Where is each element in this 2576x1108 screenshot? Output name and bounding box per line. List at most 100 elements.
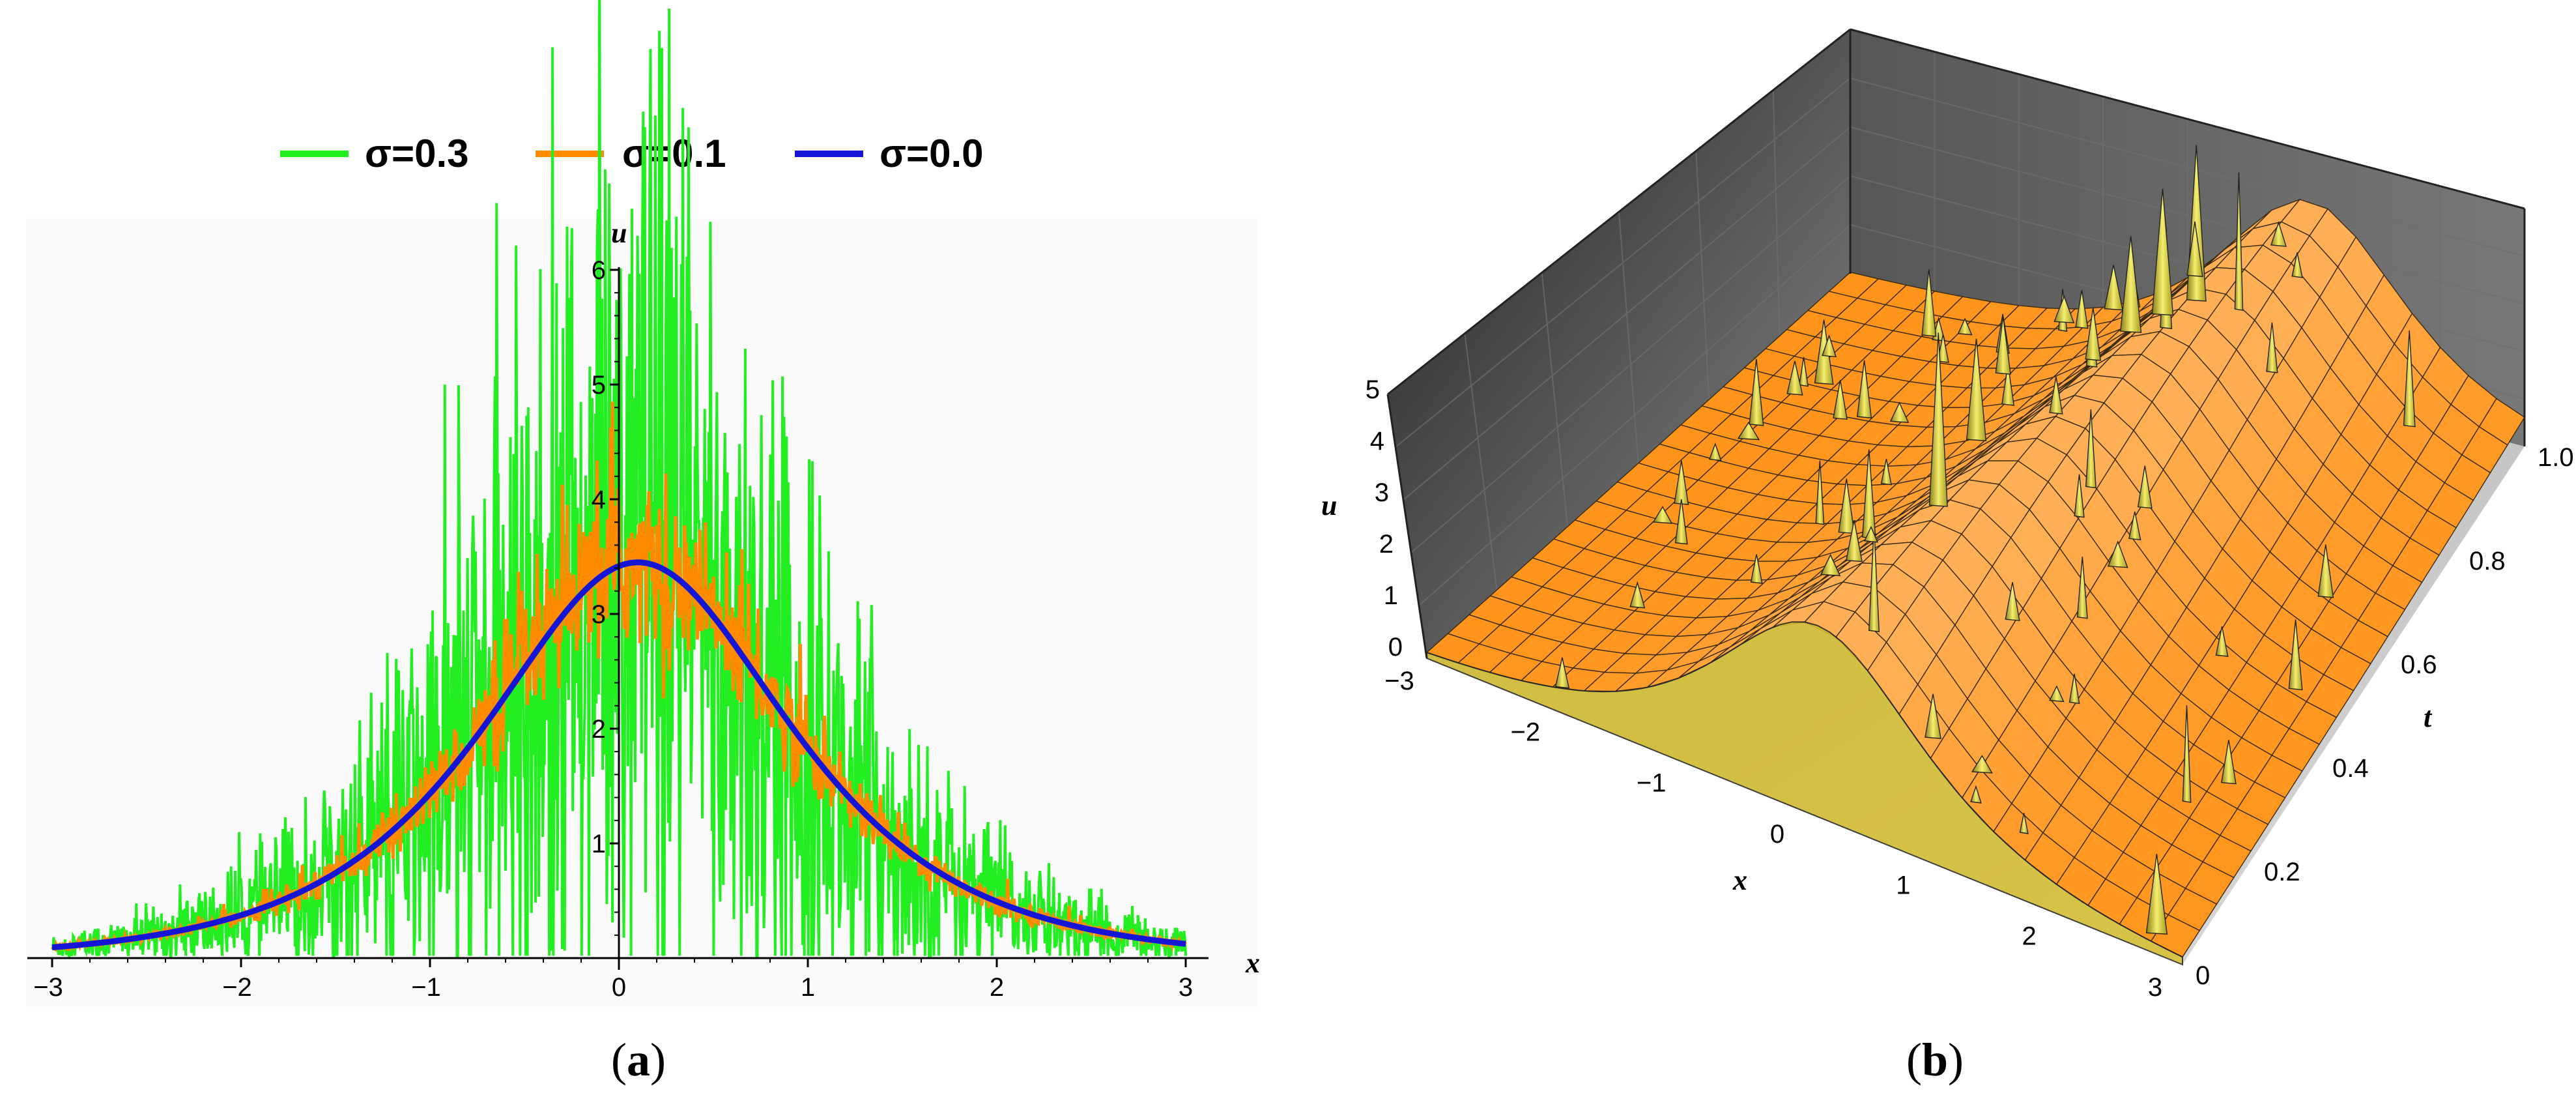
noise-spike [1966,338,1987,441]
legend-label-sigma-0-0: σ=0.0 [880,132,984,175]
noise-spike [1833,380,1848,420]
t-tick-label-b: 0.2 [2264,858,2300,886]
noise-spike [2005,582,2020,621]
noise-spike [2085,308,2102,361]
noise-spike [1838,478,1855,534]
panel-b: −3 −2 −1 0 1 2 3 0 0.2 0.4 0.6 0.8 1.0 0 1 2 3 4 5 x t u (… [1321,0,2576,1086]
x-tick-label-a: 2 [990,973,1004,1002]
caption-b-letter: b [1922,1034,1948,1086]
u-axis-label-b: u [1321,489,1337,521]
ticks-b: −3 −2 −1 0 1 2 3 0 0.2 0.4 0.6 0.8 1.0 0 1 2 3 4 5 [1366,375,2574,1002]
noise-spike [1937,334,1949,363]
noise-spike [2182,705,2192,803]
wall-grid-line [1772,90,1781,338]
noise-spike [1863,525,1879,543]
panel-a: σ=0.3 σ=0.1 σ=0.0 −3 −2 −1 0 1 2 3 1 2 3 4 5 6 x u (… [26,0,1260,1086]
x-tick-label-a: 0 [612,973,626,1002]
noise-spike [2107,540,2128,568]
noise-spike [1971,755,1993,774]
x-tick-label-b: −2 [1511,718,1541,746]
y-tick-label-a: 2 [592,715,606,744]
surface [1425,145,2525,966]
front-edge-surface [1426,621,2183,966]
u-tick-label-b: 2 [1379,530,1394,559]
t-tick-label-b: 0 [2196,961,2210,990]
noise-spike [1750,554,1763,584]
noise-spike [1799,357,1809,387]
noise-spike [1928,332,1948,507]
wall-grid-line [1695,151,1710,402]
y-tick-label-a: 4 [592,486,606,514]
noise-spike [1652,506,1673,524]
noise-spike [1868,527,1880,633]
ticks-a: −3 −2 −1 0 1 2 3 1 2 3 4 5 6 [33,256,1193,1002]
t-tick-label-b: 0.6 [2401,650,2437,679]
x-tick-label-b: 2 [2022,922,2037,951]
noise-spike [1880,458,1892,486]
noise-spike [1889,401,1910,424]
noise-spike [2266,322,2278,373]
noise-spike [2137,465,2153,509]
y-tick-label-a: 1 [592,830,606,858]
y-axis-label-a: u [611,217,627,249]
noise-spike [1820,553,1841,577]
noise-spike [2145,854,2168,935]
caption-a-letter: a [627,1034,650,1086]
wall-grid-line [1410,175,1851,553]
noise-spike [1970,785,1982,804]
noise-spike [2270,221,2287,247]
noise-spike [2215,626,2229,657]
u-tick-label-b: 3 [1375,478,1389,507]
legend: σ=0.3 σ=0.1 σ=0.0 [280,132,984,175]
x-tick-label-a: −2 [222,973,252,1002]
noise-spike [2317,544,2334,598]
box-edges [1386,28,2526,659]
legend-label-sigma-0-3: σ=0.3 [365,132,469,175]
y-tick-label-a: 3 [592,600,606,629]
noise-spike [2075,290,2089,329]
noise-spike [1786,360,1803,396]
noise-spike [2119,236,2142,333]
noise-spike [1554,657,1570,689]
noise-spike [2076,557,2088,619]
u-tick-label-b: 5 [1366,375,1380,404]
noise-spike [2074,474,2085,518]
caption-a: (a) [611,1034,666,1086]
noise-spike [2019,813,2029,834]
t-tick-label-b: 0.4 [2332,754,2369,783]
noise-spike [2151,188,2174,316]
legend-label-sigma-0-1: σ=0.1 [622,132,726,175]
wall-grid-line [1395,78,1851,448]
noise-spike [2291,252,2303,278]
noise-spike [1822,334,1837,358]
noise-spike [1674,499,1688,545]
t-axis-label-b: t [2424,701,2433,733]
t-tick-label-b: 1.0 [2538,443,2574,472]
noise-spike [1815,460,1825,525]
noise-spike [2288,619,2303,691]
noise-spike [2403,330,2416,428]
x-tick-label-b: 0 [1770,820,1784,849]
wall-grid-line [1541,272,1569,531]
caption-b: (b) [1906,1034,1964,1086]
noise-spike [2234,172,2244,311]
x-axis-label-a: x [1245,947,1260,979]
t-tick-label-b: 0.8 [2469,547,2506,576]
noise-spike [2104,265,2123,311]
x-axis-label-b: x [1732,864,1747,896]
noise-spike [2068,673,2080,705]
noise-spike [2085,409,2097,489]
noise-spike [2186,221,2203,278]
x-tick-label-b: 3 [2148,973,2162,1002]
x-tick-label-b: −1 [1637,769,1667,798]
left-wall [1388,29,1850,658]
noise-spike [1957,317,1973,336]
noise-spike [2128,511,2141,540]
u-tick-label-b: 0 [1388,633,1403,662]
noise-spike [1921,269,1937,337]
noise-spike [1629,581,1646,609]
noise-spike [2054,295,2075,324]
noise-spike [1737,421,1760,441]
x-tick-label-b: −3 [1384,667,1414,695]
